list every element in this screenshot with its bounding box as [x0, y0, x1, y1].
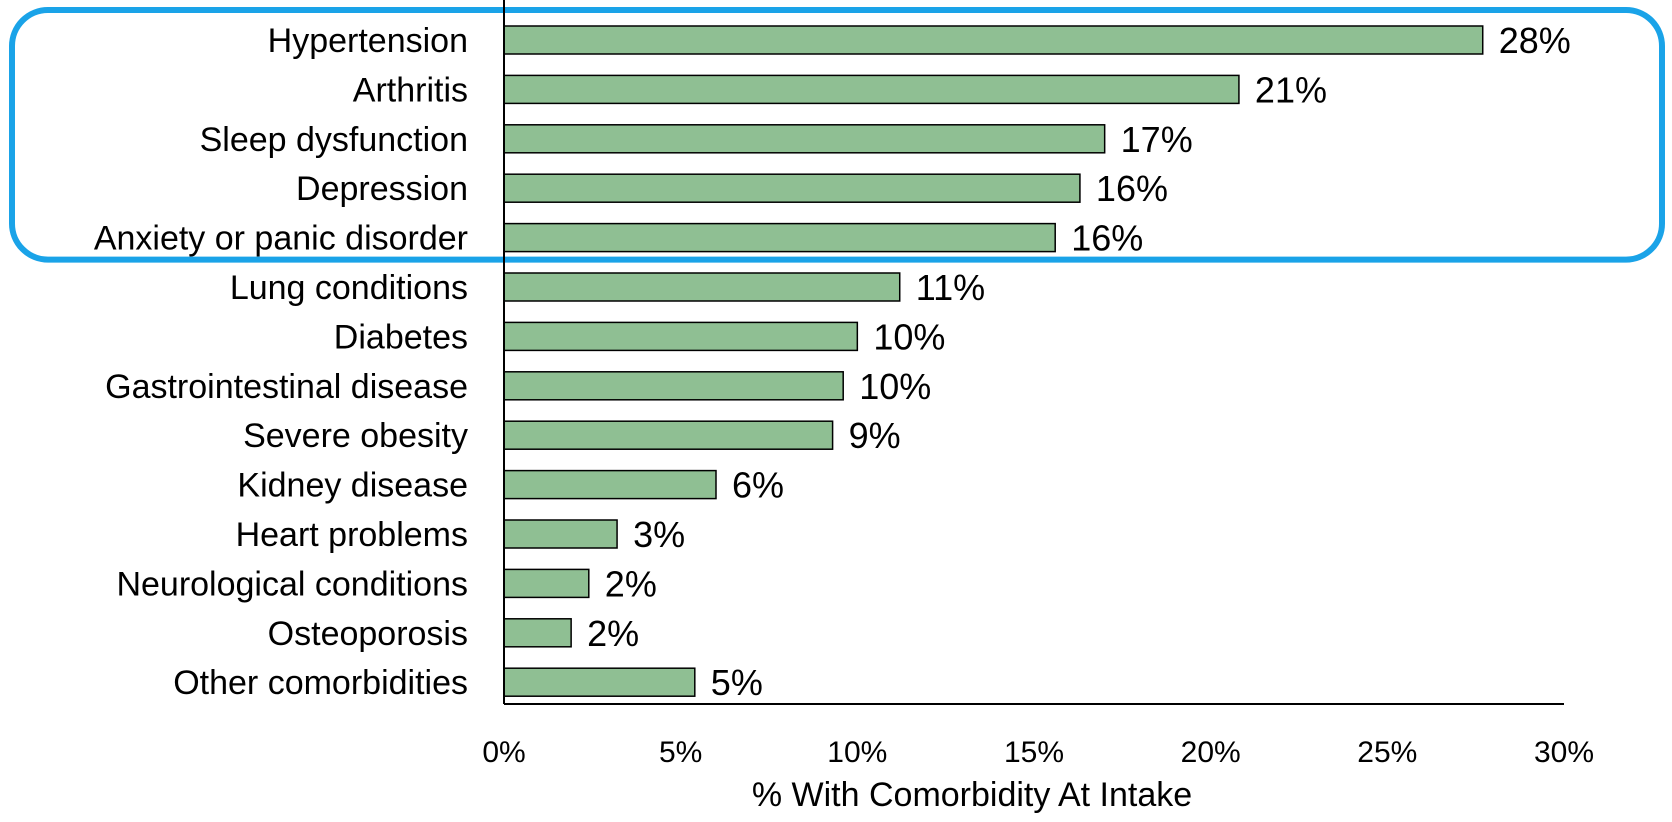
x-tick-label: 10% [827, 736, 887, 769]
highlight-box [9, 7, 1665, 263]
data-label: 16% [1096, 168, 1168, 209]
data-label: 11% [916, 267, 985, 308]
category-label: Hypertension [268, 22, 468, 60]
data-label: 2% [587, 613, 639, 654]
data-label: 5% [711, 662, 763, 703]
category-label: Lung conditions [230, 269, 468, 307]
bar [503, 222, 1056, 253]
bar [503, 124, 1106, 154]
data-label: 28% [1499, 20, 1571, 61]
bar [503, 568, 590, 599]
category-label: Other comorbidities [173, 664, 468, 702]
bar [503, 667, 696, 697]
x-tick-label: 0% [482, 736, 525, 769]
data-label: 17% [1121, 119, 1193, 160]
category-label: Sleep dysfunction [200, 121, 468, 159]
data-label: 21% [1255, 69, 1327, 110]
x-axis-title: % With Comorbidity At Intake [752, 776, 1192, 814]
category-label: Osteoporosis [268, 615, 468, 653]
category-label: Gastrointestinal disease [105, 368, 468, 406]
category-label: Heart problems [236, 516, 468, 554]
x-tick-label: 20% [1181, 736, 1241, 769]
x-tick-label: 15% [1004, 736, 1064, 769]
bar [503, 469, 717, 500]
category-label: Neurological conditions [116, 565, 468, 603]
bar [503, 519, 618, 549]
category-label: Anxiety or panic disorder [94, 220, 468, 258]
bar [503, 272, 901, 302]
category-label: Depression [296, 170, 468, 208]
bar [503, 173, 1081, 203]
bar [503, 25, 1484, 55]
data-label: 16% [1071, 218, 1143, 259]
x-tick-label: 30% [1534, 736, 1594, 769]
category-label: Diabetes [334, 318, 468, 356]
data-label: 9% [849, 415, 901, 456]
x-tick-label: 25% [1357, 736, 1417, 769]
data-label: 10% [859, 366, 931, 407]
category-label: Kidney disease [237, 467, 468, 505]
bar [503, 74, 1240, 105]
data-label: 10% [873, 316, 945, 357]
data-label: 2% [605, 563, 657, 604]
x-tick-label: 5% [659, 736, 702, 769]
category-label: Arthritis [353, 71, 468, 109]
bar [503, 618, 572, 648]
bar [503, 420, 834, 450]
bar [503, 321, 859, 352]
bar [503, 371, 844, 401]
category-label: Severe obesity [243, 417, 468, 455]
data-label: 3% [633, 514, 685, 555]
data-label: 6% [732, 465, 784, 506]
